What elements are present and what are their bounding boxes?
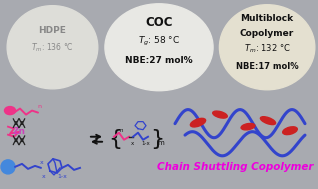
Ellipse shape [213,111,227,118]
Text: Chain Shuttling Copolymer: Chain Shuttling Copolymer [157,162,313,172]
Text: NBE:17 mol%: NBE:17 mol% [236,62,298,71]
Text: n: n [120,128,123,133]
Ellipse shape [190,118,206,127]
Text: $\mathit{T}_g$: 58 °C: $\mathit{T}_g$: 58 °C [138,35,180,48]
Text: Copolymer: Copolymer [240,29,294,38]
Text: COC: COC [145,16,173,29]
Text: }: } [150,129,164,149]
Circle shape [1,160,15,174]
Ellipse shape [7,6,98,89]
Ellipse shape [4,107,16,115]
Ellipse shape [219,5,315,90]
Ellipse shape [260,117,276,125]
Text: 1-x: 1-x [57,174,67,179]
Text: m: m [157,140,164,146]
Text: x: x [40,160,44,165]
Text: HDPE: HDPE [38,26,66,35]
Text: $\mathit{T}_m$: 132 °C: $\mathit{T}_m$: 132 °C [244,43,291,55]
Text: Multiblock: Multiblock [240,14,294,23]
Text: Zn: Zn [12,127,25,136]
Text: x: x [42,174,46,179]
Text: 1-x: 1-x [141,141,150,146]
Text: {: { [108,129,122,149]
Text: x: x [131,141,134,146]
Text: n: n [37,104,41,108]
Ellipse shape [241,123,255,130]
Ellipse shape [283,127,297,135]
Text: NBE:27 mol%: NBE:27 mol% [125,56,193,65]
Text: $\mathit{T}_m$: 136 °C: $\mathit{T}_m$: 136 °C [31,41,74,53]
Ellipse shape [105,4,213,91]
